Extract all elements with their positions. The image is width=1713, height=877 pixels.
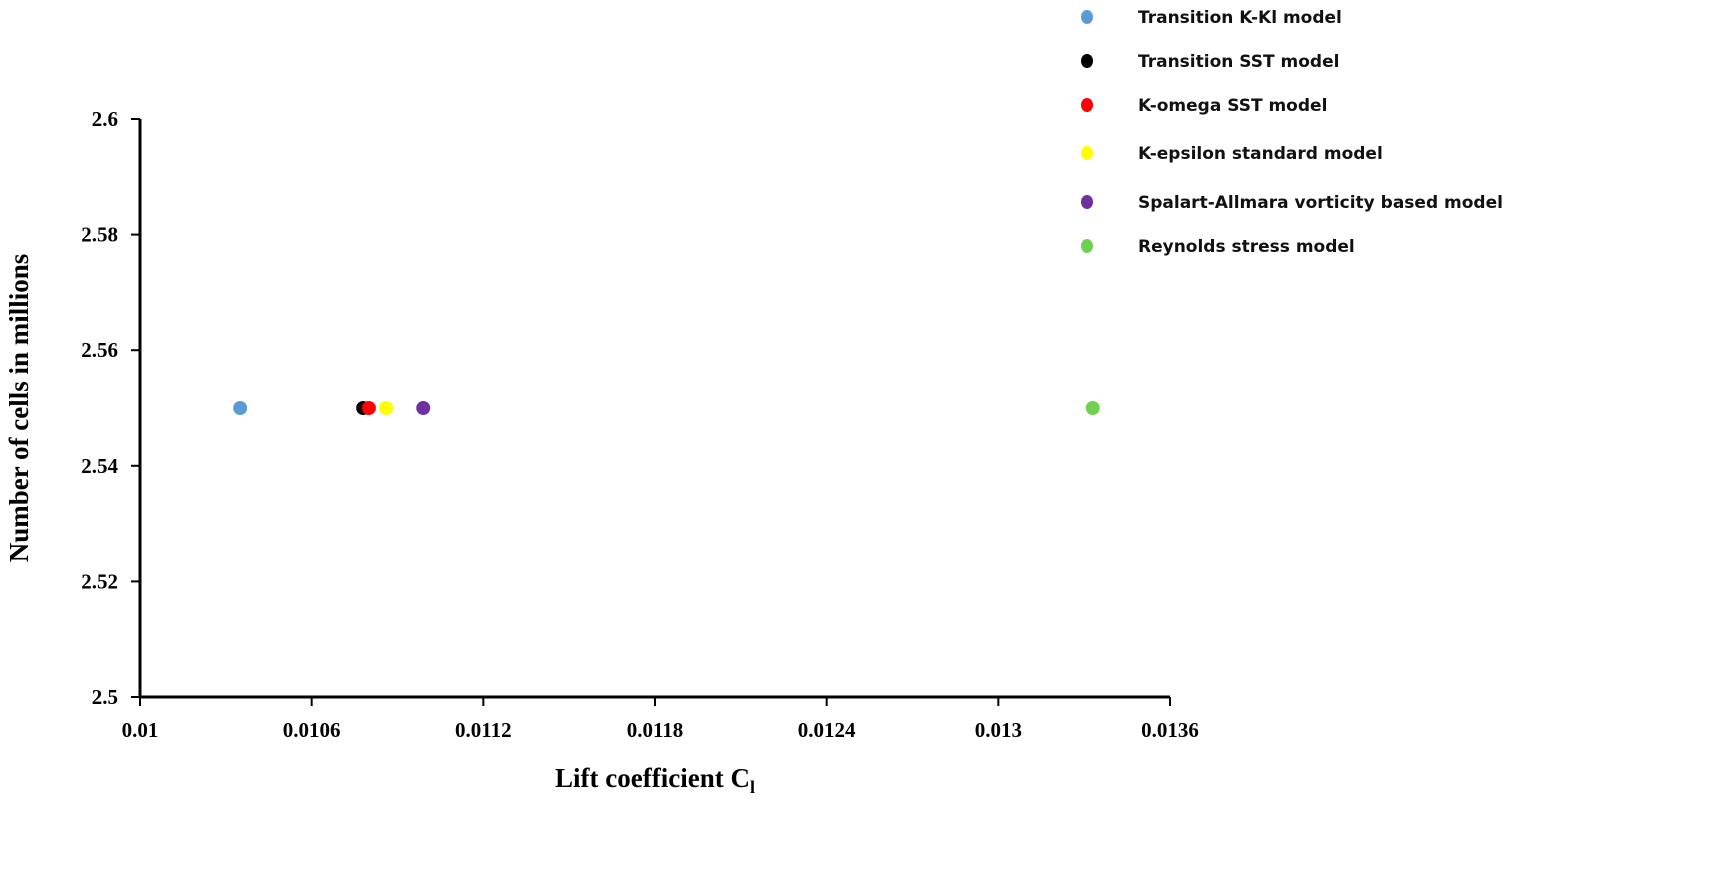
legend-marker [1081,98,1093,112]
data-point [416,401,431,415]
legend: Transition K-Kl model Transition SST mode… [1081,8,1503,257]
legend-label: Reynolds stress model [1138,237,1355,257]
data-point [1085,401,1100,415]
data-points [233,401,1100,415]
y-tick-label: 2.52 [81,569,118,593]
x-tick-label: 0.0112 [455,718,512,742]
axes [138,119,1170,699]
y-tick-label: 2.56 [81,338,118,362]
x-tick-label: 0.0106 [283,718,341,742]
legend-marker [1081,195,1093,209]
legend-label: Transition SST model [1138,52,1339,72]
legend-label: K-epsilon standard model [1138,144,1383,164]
y-tick-label: 2.5 [92,685,118,709]
legend-marker [1081,146,1093,160]
x-tick-label: 0.013 [975,718,1022,742]
y-tick-label: 2.6 [92,107,118,131]
x-tick-label: 0.0124 [798,718,856,742]
legend-marker [1081,10,1093,24]
y-ticks: 2.5 2.52 2.54 2.56 2.58 2.6 [81,107,140,709]
y-tick-label: 2.54 [81,454,118,478]
x-tick-label: 0.0136 [1141,718,1199,742]
y-axis-label: Number of cells in millions [4,254,34,563]
legend-label: Spalart-Allmara vorticity based model [1138,193,1503,213]
y-tick-label: 2.58 [81,223,118,247]
data-point [233,401,248,415]
legend-marker [1081,239,1093,253]
x-axis-label: Lift coefficient Cl [555,763,755,797]
legend-marker [1081,54,1093,68]
x-tick-label: 0.01 [122,718,159,742]
legend-label: K-omega SST model [1138,96,1327,116]
x-ticks: 0.01 0.0106 0.0112 0.0118 0.0124 0.013 0.0136 [122,697,1199,742]
data-point [379,401,394,415]
x-tick-label: 0.0118 [627,718,684,742]
legend-label: Transition K-Kl model [1138,8,1342,28]
data-point [361,401,376,415]
